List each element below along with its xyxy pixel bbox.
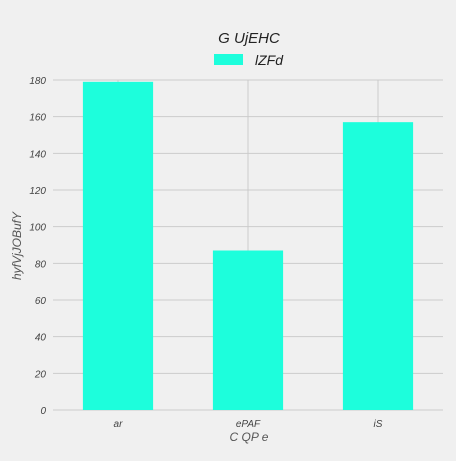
y-axis-label: hyfVjJOBufY — [10, 211, 24, 280]
tick-layer: 0 20 40 60 80 100 120 140 160 180 ar ePAF iS — [29, 76, 382, 430]
x-tick-label: ePAF — [236, 419, 261, 430]
bar-ePAF — [212, 250, 284, 410]
x-tick-label: iS — [374, 419, 383, 430]
y-tick-label: 40 — [35, 333, 47, 344]
y-tick-label: 180 — [29, 76, 46, 87]
x-tick-label: ar — [114, 419, 124, 430]
bar-layer — [82, 81, 414, 411]
y-tick-label: 160 — [29, 113, 46, 124]
y-tick-label: 20 — [34, 369, 47, 380]
x-axis-label: C QP e — [230, 430, 269, 444]
legend: lZFd — [214, 52, 284, 68]
y-tick-label: 0 — [40, 406, 46, 417]
y-tick-label: 120 — [29, 186, 46, 197]
y-tick-label: 140 — [29, 149, 46, 160]
legend-swatch — [214, 54, 243, 65]
y-tick-label: 60 — [35, 296, 47, 307]
y-tick-label: 100 — [29, 223, 46, 234]
bar-ar — [82, 81, 154, 410]
legend-label: lZFd — [255, 52, 284, 68]
y-tick-label: 80 — [35, 259, 47, 270]
bar-iS — [342, 122, 414, 411]
chart-title: G UjEHC — [218, 30, 280, 47]
